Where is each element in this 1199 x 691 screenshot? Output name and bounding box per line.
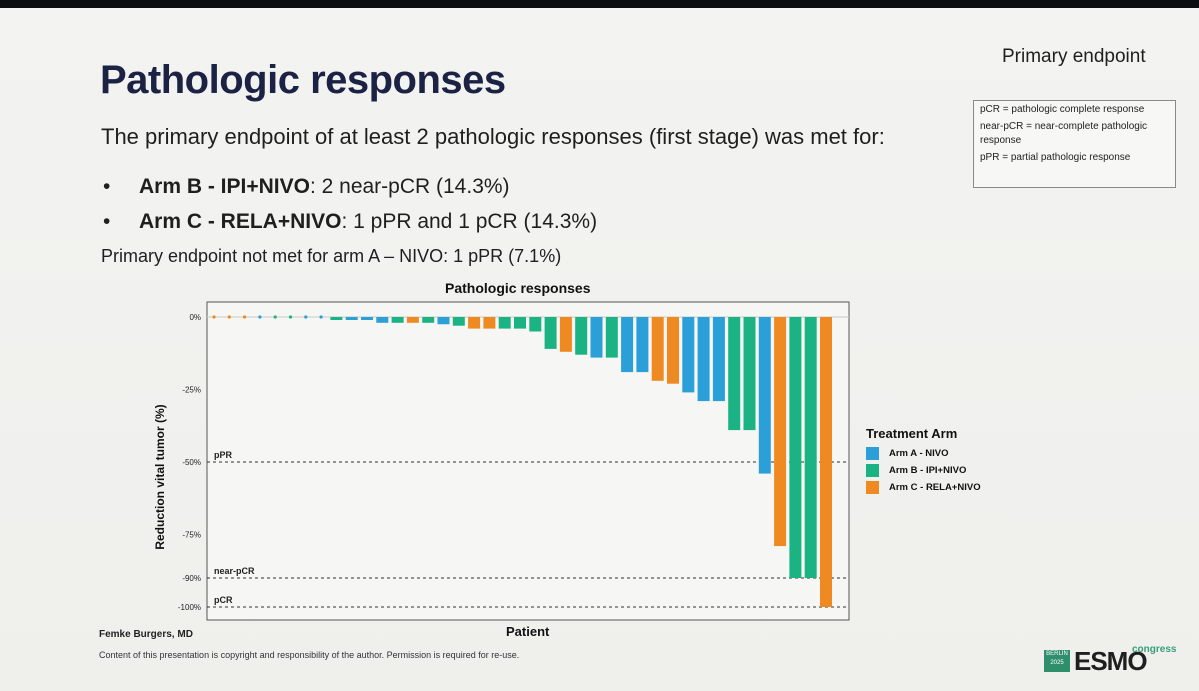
- y-tick-label: -90%: [182, 574, 201, 583]
- bullet-arm-c-text: : 1 pPR and 1 pCR (14.3%): [341, 210, 598, 233]
- bar: [330, 317, 343, 320]
- bar: [406, 317, 419, 323]
- bar: [774, 317, 787, 547]
- legend-item-arm-c: Arm C - RELA+NIVO: [866, 479, 981, 496]
- endpoint-label: Primary endpoint: [1002, 46, 1146, 67]
- bar: [743, 317, 756, 431]
- legend-label-arm-b: Arm B - IPI+NIVO: [889, 465, 967, 476]
- bar-marker: [288, 315, 293, 319]
- bar: [514, 317, 526, 329]
- threshold-label: pCR: [214, 595, 233, 605]
- logo-word: ESMO: [1074, 646, 1148, 676]
- bar: [789, 317, 802, 578]
- copyright-notice: Content of this presentation is copyrigh…: [99, 650, 520, 660]
- plot-area: [206, 301, 850, 621]
- bar: [437, 317, 450, 325]
- bar-marker: [273, 315, 277, 319]
- bar-marker: [227, 315, 231, 319]
- bar-marker: [319, 315, 323, 319]
- bullet-arm-b-text: : 2 near-pCR (14.3%): [309, 175, 510, 198]
- bar-marker: [258, 315, 262, 319]
- bar: [529, 317, 542, 332]
- bar: [361, 317, 373, 320]
- arm-a-note: Primary endpoint not met for arm A – NIV…: [101, 246, 562, 266]
- bar: [452, 317, 465, 326]
- definitions-box: pCR = pathologic complete response near-…: [973, 100, 1176, 188]
- bar: [468, 317, 481, 329]
- logo-congress: congress: [1132, 644, 1177, 655]
- bar: [559, 317, 572, 352]
- bar: [391, 317, 404, 323]
- author: Femke Burgers, MD: [99, 629, 193, 640]
- y-tick-label: -75%: [182, 531, 201, 540]
- legend-swatch-arm-b: [866, 464, 879, 477]
- slide-title: Pathologic responses: [100, 58, 506, 102]
- bar: [345, 317, 358, 320]
- bar: [682, 317, 695, 393]
- bar: [636, 317, 649, 373]
- bar-marker: [304, 315, 308, 319]
- y-tick-label: -100%: [178, 603, 201, 612]
- bar-marker: [243, 315, 247, 319]
- legend-label-arm-a: Arm A - NIVO: [889, 448, 949, 459]
- bullet-arm-c: • Arm C - RELA+NIVO: 1 pPR and 1 pCR (14.…: [103, 210, 597, 234]
- y-tick-label: -25%: [182, 386, 201, 395]
- bar: [422, 317, 435, 323]
- bullet-marker: •: [103, 175, 111, 198]
- logo-city: BERLIN 2025: [1044, 650, 1070, 672]
- legend-title: Treatment Arm: [866, 426, 958, 441]
- bar: [728, 317, 741, 431]
- bullet-arm-c-label: Arm C - RELA+NIVO: [139, 210, 342, 233]
- definition-pcr: pCR = pathologic complete response: [980, 104, 1145, 115]
- intro-text: The primary endpoint of at least 2 patho…: [101, 124, 885, 149]
- bar: [697, 317, 710, 402]
- bar: [804, 317, 817, 578]
- treatment-legend: Treatment Arm Arm A - NIVO Arm B - IPI+N…: [866, 426, 981, 496]
- threshold-label: near-pCR: [214, 566, 255, 576]
- chart-title: Pathologic responses: [445, 280, 591, 296]
- legend-label-arm-c: Arm C - RELA+NIVO: [889, 482, 981, 493]
- bar: [667, 317, 679, 384]
- bullet-arm-b-label: Arm B - IPI+NIVO: [139, 175, 310, 198]
- bar: [820, 317, 832, 607]
- bar: [544, 317, 557, 349]
- bar: [575, 317, 588, 355]
- bar: [483, 317, 496, 329]
- bullet-arm-b: • Arm B - IPI+NIVO: 2 near-pCR (14.3%): [103, 175, 510, 199]
- legend-item-arm-b: Arm B - IPI+NIVO: [866, 462, 981, 479]
- legend-item-arm-a: Arm A - NIVO: [866, 445, 981, 462]
- bar: [376, 317, 389, 323]
- y-tick-label: 0%: [189, 313, 201, 322]
- definition-ppr: pPR = partial pathologic response: [980, 152, 1131, 163]
- bullet-marker: •: [103, 210, 111, 233]
- bar: [651, 317, 664, 381]
- bar: [605, 317, 618, 358]
- threshold-label: pPR: [214, 450, 233, 460]
- bar: [712, 317, 725, 402]
- bar-marker: [212, 315, 216, 319]
- x-axis-label: Patient: [506, 624, 550, 639]
- legend-swatch-arm-a: [866, 447, 879, 460]
- bar: [590, 317, 603, 358]
- bar: [758, 317, 771, 474]
- bar: [621, 317, 634, 373]
- y-tick-label: -50%: [182, 458, 201, 467]
- legend-swatch-arm-c: [866, 481, 879, 494]
- definition-near-pcr: near-pCR = near-complete pathologic resp…: [980, 121, 1148, 146]
- bar: [498, 317, 511, 329]
